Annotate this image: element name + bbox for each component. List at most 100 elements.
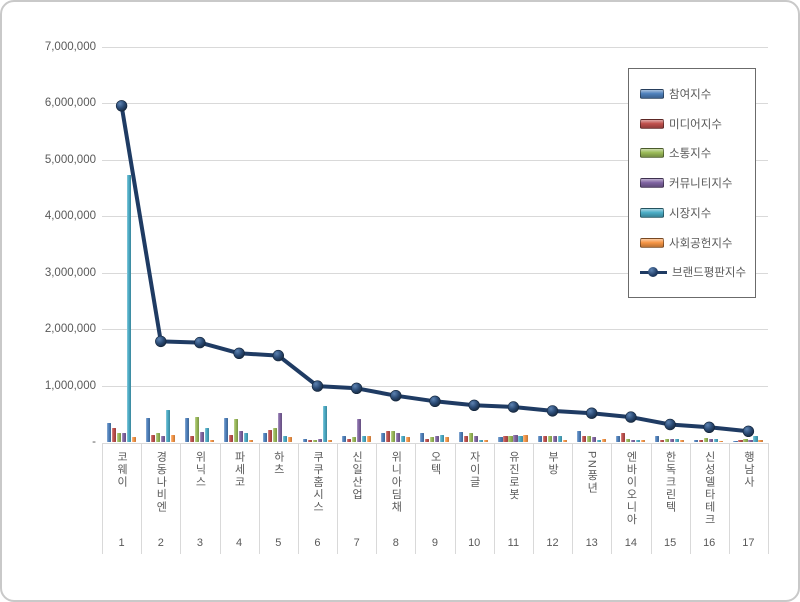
category-rank: 10: [468, 537, 481, 549]
category-rank: 16: [703, 537, 716, 549]
category-divider: [258, 443, 260, 554]
category-rank: 15: [663, 537, 677, 549]
bar-참여지수: [145, 417, 150, 442]
bar-미디어지수: [150, 434, 155, 442]
category-label: 부방: [546, 451, 559, 476]
legend-bar-swatch: [640, 178, 664, 188]
y-axis-tick-label: 4,000,000: [44, 210, 96, 222]
y-axis-tick-label: 7,000,000: [44, 40, 96, 53]
bar-미디어지수: [738, 440, 743, 442]
line-marker: [703, 421, 715, 433]
category-label: 쿠쿠홈시스: [311, 451, 324, 514]
line-marker: [546, 405, 559, 417]
bar-참여지수: [537, 435, 542, 442]
legend-line-swatch: [640, 266, 667, 278]
bar-시장지수: [440, 434, 445, 442]
bar-사회공헌지수: [366, 436, 371, 442]
y-axis-tick-label: 6,000,000: [44, 97, 96, 109]
bar-사회공헌지수: [758, 440, 763, 442]
bar-참여지수: [106, 422, 111, 442]
legend: 참여지수 미디어지수 소통지수 커뮤니티지수 시장지수 사회공헌지수 브랜드평판지수: [628, 68, 756, 298]
category-divider: [650, 443, 652, 554]
bar-소통지수: [743, 439, 748, 442]
bar-커뮤니티지수: [670, 439, 675, 442]
line-marker: [194, 336, 206, 349]
y-axis-tick-label: 1,000,000: [44, 379, 96, 392]
bar-시장지수: [518, 435, 523, 442]
category-divider: [611, 443, 613, 554]
category-divider: [219, 443, 221, 554]
category-rank: 13: [585, 537, 598, 549]
category-rank: 4: [236, 537, 243, 549]
legend-label: 참여지수: [669, 88, 712, 101]
bar-미디어지수: [542, 436, 547, 442]
category-label: 위닉스: [193, 451, 206, 489]
bar-사회공헌지수: [170, 434, 175, 442]
bar-사회공헌지수: [484, 439, 489, 442]
category-divider: [141, 443, 143, 554]
category-divider: [689, 443, 691, 554]
bar-미디어지수: [425, 439, 430, 442]
bar-커뮤니티지수: [239, 430, 244, 442]
bar-소통지수: [390, 430, 395, 442]
bar-미디어지수: [268, 429, 273, 442]
category-rank: 6: [314, 537, 321, 549]
y-axis-tick-label: 2,000,000: [44, 323, 96, 335]
legend-entry: 참여지수: [640, 86, 751, 102]
bar-시장지수: [244, 433, 249, 442]
y-axis-tick-label: 3,000,000: [44, 266, 96, 279]
gridline: [102, 103, 768, 104]
line-marker: [468, 399, 480, 411]
bar-사회공헌지수: [249, 439, 254, 442]
bar-사회공헌지수: [640, 439, 646, 442]
bar-시장지수: [753, 436, 758, 442]
bar-소통지수: [234, 419, 239, 442]
category-label: 위니아딤채: [389, 451, 402, 514]
bar-참여지수: [341, 436, 346, 442]
y-axis-tick-label: -: [92, 436, 96, 448]
bar-사회공헌지수: [405, 436, 410, 442]
bar-커뮤니티지수: [160, 435, 165, 442]
category-label: PN풍년: [585, 451, 598, 495]
y-axis-tick-label: 5,000,000: [44, 153, 96, 166]
bar-커뮤니티지수: [513, 434, 518, 442]
bar-소통지수: [469, 433, 474, 442]
gridline: [102, 329, 768, 330]
bar-시장지수: [675, 439, 680, 442]
bar-시장지수: [400, 435, 405, 442]
bar-사회공헌지수: [562, 440, 567, 442]
x-axis-line: [102, 443, 768, 444]
legend-bar-swatch: [640, 237, 664, 248]
legend-label: 시장지수: [669, 207, 712, 220]
category-divider: [415, 443, 417, 554]
bar-참여지수: [615, 435, 621, 442]
bar-참여지수: [224, 417, 229, 442]
line-marker: [429, 395, 441, 407]
legend-label: 사회공헌지수: [669, 237, 733, 250]
bar-커뮤니티지수: [356, 418, 361, 442]
legend-bar-swatch: [640, 118, 664, 129]
category-rank: 17: [742, 537, 755, 549]
legend-entry: 미디어지수: [640, 116, 751, 132]
line-marker: [272, 349, 284, 362]
category-rank: 12: [546, 537, 559, 549]
bar-참여지수: [498, 436, 503, 442]
bar-시장지수: [361, 436, 366, 442]
category-rank: 5: [275, 537, 282, 549]
legend-entry: 커뮤니티지수: [640, 175, 751, 191]
category-rank: 7: [353, 537, 360, 549]
bar-참여지수: [733, 440, 738, 442]
bar-미디어지수: [346, 439, 351, 442]
bar-소통지수: [430, 436, 435, 442]
gridline: [102, 46, 768, 48]
category-divider: [572, 443, 574, 554]
legend-entry: 시장지수: [640, 205, 751, 221]
legend-label: 소통지수: [669, 148, 712, 161]
legend-line-marker: [648, 267, 658, 278]
category-divider: [180, 443, 182, 554]
bar-사회공헌지수: [209, 439, 215, 442]
category-divider: [454, 443, 456, 554]
category-rank: 2: [157, 537, 164, 549]
line-marker: [507, 401, 520, 413]
